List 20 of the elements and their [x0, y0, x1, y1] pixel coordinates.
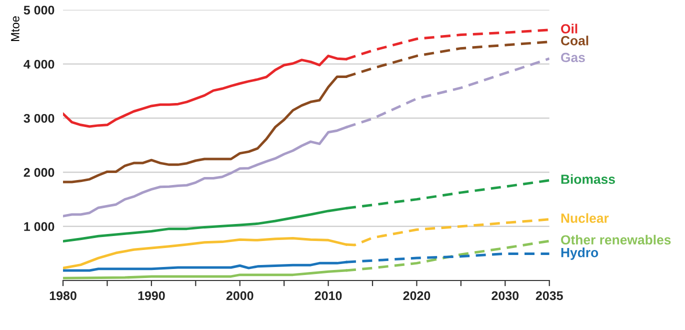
x-tick-label: 2030: [492, 291, 519, 300]
series-label: Other renewables: [561, 234, 671, 245]
series-label: Biomass: [561, 174, 615, 184]
y-tick-label: 4 000: [24, 60, 54, 69]
y-tick-label: 2 000: [24, 168, 54, 177]
x-tick-label: 1980: [50, 291, 76, 300]
y-axis-title: Mtoe: [11, 16, 20, 41]
y-tick-label: 3 000: [24, 114, 54, 123]
x-tick-label: 1990: [138, 291, 165, 300]
series-label: Coal: [561, 36, 588, 46]
series-label: Oil: [561, 24, 578, 34]
x-tick-label: 2000: [226, 291, 254, 300]
series-label: Gas: [561, 52, 585, 62]
y-tick-label: 1 000: [24, 222, 54, 232]
x-tick-label: 2010: [314, 291, 342, 300]
series-label: Hydro: [561, 248, 598, 260]
y-tick-label: 5 000: [24, 6, 54, 15]
x-tick-label: 2035: [536, 291, 563, 300]
x-tick-label: 2020: [403, 291, 430, 300]
series-label: Nuclear: [561, 213, 609, 223]
